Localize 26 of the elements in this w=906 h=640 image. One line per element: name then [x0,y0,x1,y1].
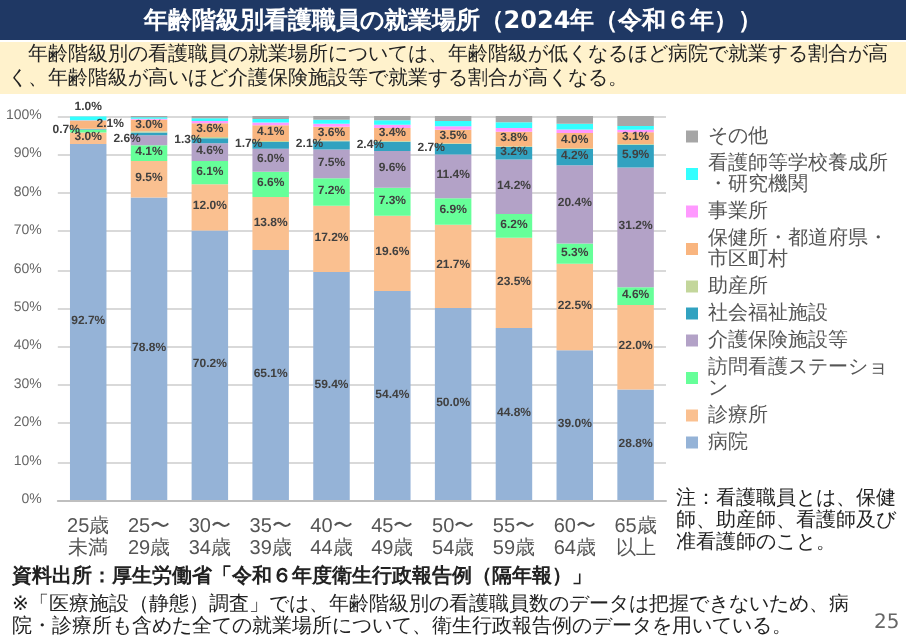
x-tick-label: 35〜39歳 [249,516,292,560]
text: ※「医療施設（静態）調査」では、年齢階級別の看護職員数のデータは把握できないため、病院・診療所も含めた全ての就業場所について、衛生行政報告例のデータを用いている。 [12,594,851,638]
text: 注：看護職員とは、保健師、助産師、看護師及び准看護師のこと。 [676,488,899,554]
x-tick-label: 30〜34歳 [188,516,231,560]
x-tick-label: 25〜29歳 [127,516,171,560]
text: 25 [874,612,902,636]
legend-label: 介護保険施設等 [708,327,848,352]
chart-title: 年齢階級別看護職員の就業場所（2024年（令和６年）） [0,0,906,40]
legend-label: 診療所 [708,402,768,427]
legend-label: 社会福祉施設 [708,300,828,325]
legend-label: 助産所 [708,273,768,298]
x-tick-label: 55〜59歳 [492,516,536,560]
x-tick-label: 65歳以上 [614,514,657,560]
legend-label: 事業所 [708,198,768,223]
x-tick-label: 50〜54歳 [432,516,475,560]
x-tick-label: 40〜44歳 [310,516,353,560]
legend-label: 訪問看護ステーション [708,354,888,400]
legend-label: 保健所・都道府県・市区町村 [708,225,888,271]
legend-label: その他 [708,123,768,148]
x-tick-label: 45〜49歳 [371,516,414,560]
legend-label: 病院 [708,429,748,454]
text: 資料出所：厚生労働省「令和６年度衛生行政報告例（隔年報）」 [12,566,594,590]
x-tick-label: 60〜64歳 [553,516,596,560]
chart-subtitle: 年齢階級別の看護職員の就業場所については、年齢階級が低くなるほど病院で就業する割合が高く、年齢階級が高いほど介護保険施設等で就業する割合が高くなる。 [0,42,906,94]
legend-label: 看護師等学校養成所・研究機関 [708,150,888,196]
x-tick-label: 25歳未満 [67,514,110,560]
